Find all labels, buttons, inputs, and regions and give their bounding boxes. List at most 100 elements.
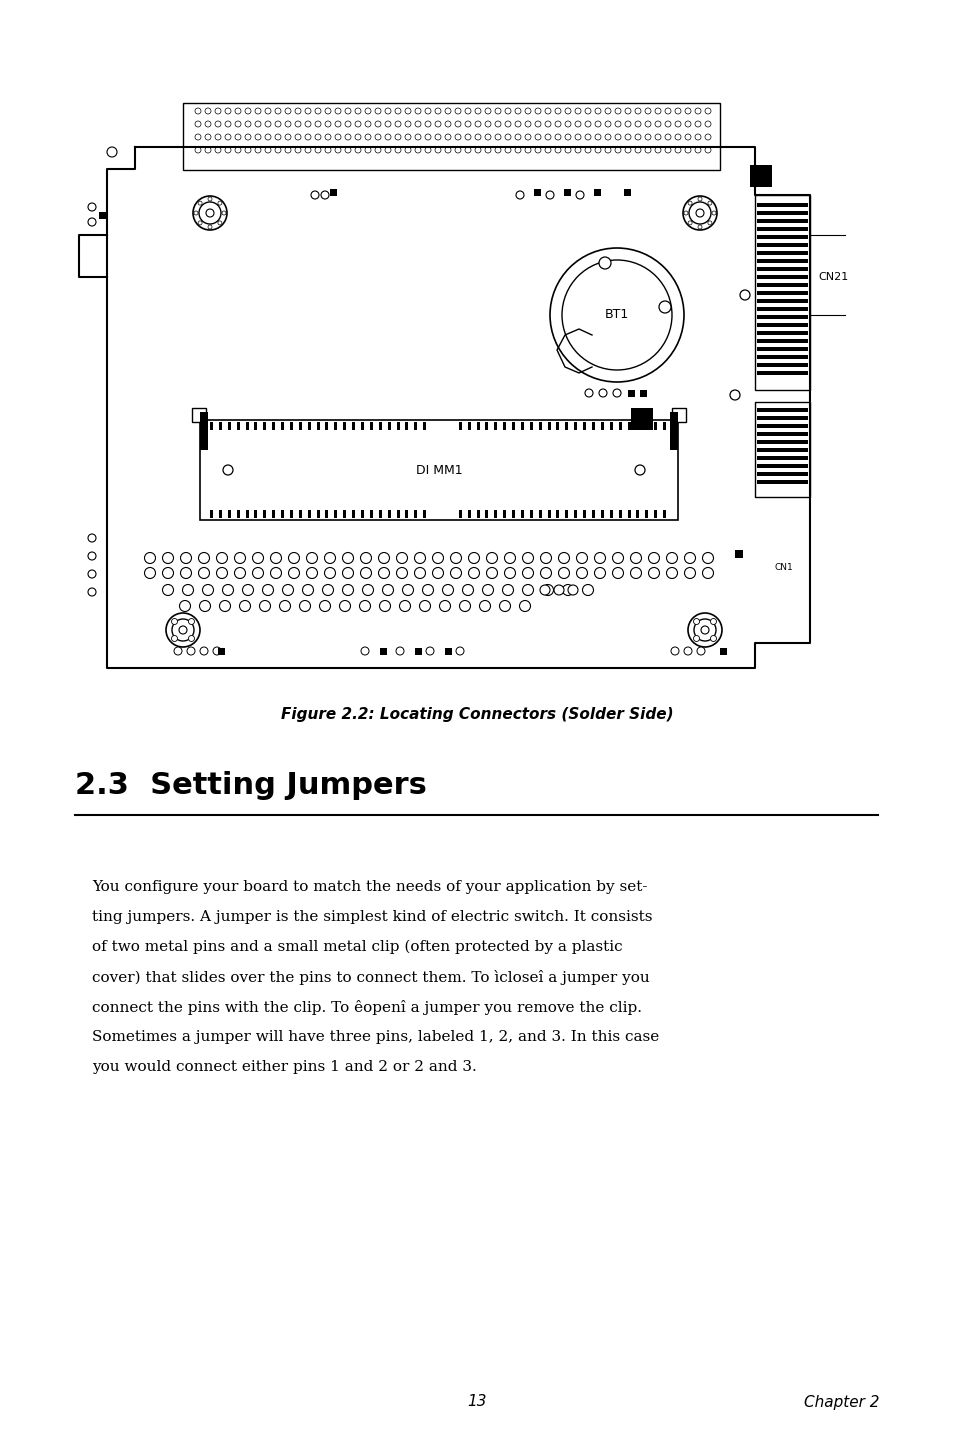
Circle shape [360,568,371,578]
Circle shape [216,568,227,578]
Circle shape [584,148,590,153]
Text: Figure 2.2: Locating Connectors (Solder Side): Figure 2.2: Locating Connectors (Solder … [280,707,673,723]
Circle shape [222,211,226,215]
Bar [458,422,461,430]
Circle shape [435,148,440,153]
Bar [335,511,337,518]
Bar [298,422,301,430]
Circle shape [684,568,695,578]
Bar [757,282,807,287]
Circle shape [415,120,420,128]
Circle shape [635,108,640,113]
Circle shape [419,601,430,611]
Circle shape [225,133,231,141]
Circle shape [355,108,360,113]
Circle shape [213,647,221,655]
Bar [563,189,571,196]
Circle shape [564,133,571,141]
Circle shape [415,108,420,113]
Circle shape [540,568,551,578]
Circle shape [345,148,351,153]
Bar [757,267,807,271]
Circle shape [459,601,470,611]
Circle shape [424,148,431,153]
Circle shape [524,108,531,113]
Circle shape [274,133,281,141]
Circle shape [740,290,749,300]
Bar [757,480,807,485]
Circle shape [695,133,700,141]
Circle shape [693,618,699,625]
Text: cover) that slides over the pins to connect them. To ìcloseî a jumper you: cover) that slides over the pins to conn… [91,969,649,985]
Circle shape [179,601,191,611]
Bar [654,511,657,518]
Circle shape [604,133,610,141]
Circle shape [432,552,443,564]
Circle shape [675,120,680,128]
Circle shape [88,218,96,227]
Circle shape [539,585,550,595]
Circle shape [225,108,231,113]
Circle shape [558,568,569,578]
Circle shape [422,585,433,595]
Circle shape [535,120,540,128]
Bar [379,648,387,655]
Circle shape [172,619,193,641]
Circle shape [285,108,291,113]
Text: ting jumpers. A jumper is the simplest kind of electric switch. It consists: ting jumpers. A jumper is the simplest k… [91,911,652,923]
Bar [298,511,301,518]
Circle shape [294,120,301,128]
Text: Sometimes a jumper will have three pins, labeled 1, 2, and 3. In this case: Sometimes a jumper will have three pins,… [91,1030,659,1044]
Circle shape [555,108,560,113]
Bar [236,422,239,430]
Circle shape [324,552,335,564]
Circle shape [274,120,281,128]
Bar [609,422,612,430]
Text: you would connect either pins 1 and 2 or 2 and 3.: you would connect either pins 1 and 2 or… [91,1060,476,1074]
Circle shape [564,148,571,153]
Circle shape [365,120,371,128]
Bar [423,422,426,430]
Bar [757,251,807,255]
Circle shape [519,601,530,611]
Circle shape [342,585,354,595]
Text: CN21: CN21 [817,272,847,282]
Circle shape [345,120,351,128]
Circle shape [504,133,511,141]
Circle shape [253,568,263,578]
Circle shape [455,148,460,153]
Bar [228,422,231,430]
Bar [720,648,726,655]
Bar [316,422,319,430]
Circle shape [700,627,708,634]
Bar [423,511,426,518]
Circle shape [544,148,551,153]
Bar [757,235,807,239]
Circle shape [595,148,600,153]
Circle shape [701,552,713,564]
Circle shape [684,552,695,564]
Circle shape [554,585,563,595]
Circle shape [648,568,659,578]
Circle shape [435,120,440,128]
Circle shape [342,552,354,564]
Circle shape [595,133,600,141]
Bar [485,422,488,430]
Circle shape [675,148,680,153]
Circle shape [664,120,670,128]
Circle shape [484,120,491,128]
Bar [396,422,399,430]
Circle shape [524,133,531,141]
Bar [245,422,249,430]
Bar [600,422,603,430]
Bar [662,511,665,518]
Circle shape [648,552,659,564]
Circle shape [342,568,354,578]
Circle shape [265,133,271,141]
Circle shape [234,552,245,564]
Circle shape [704,133,710,141]
Circle shape [274,108,281,113]
Circle shape [335,120,340,128]
Circle shape [693,619,716,641]
Circle shape [655,108,660,113]
